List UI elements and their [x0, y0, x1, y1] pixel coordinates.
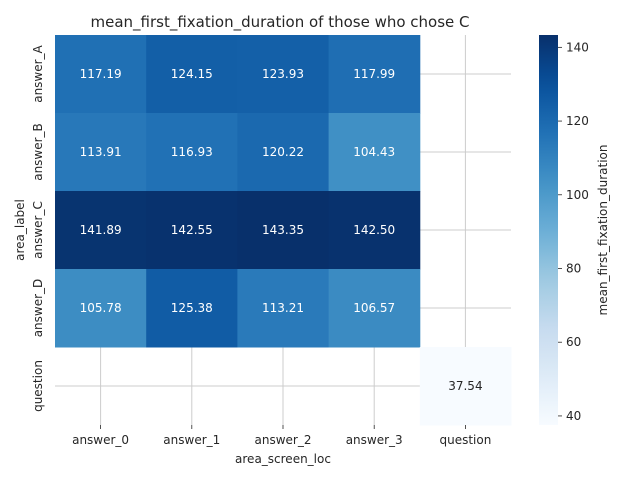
colorbar-ticks: 40 60 80 100 120 140: [558, 40, 589, 423]
x-tick-labels: answer_0 answer_1 answer_2 answer_3 question: [72, 425, 491, 447]
cell-value-label: 37.54: [448, 379, 482, 393]
heatmap-cells: 117.19 124.15 123.93 117.99 113.91 116.93 120.…: [55, 35, 512, 426]
cell-value-label: 125.38: [171, 301, 213, 315]
heatmap-cell: [328, 113, 421, 192]
heatmap-cell: [237, 35, 330, 114]
colorbar-tick-label: 100: [566, 188, 589, 202]
colorbar: [539, 35, 558, 425]
heatmap-cell: [328, 191, 421, 270]
cell-value-label: 141.89: [80, 223, 122, 237]
y-tick-label: answer_C: [31, 201, 45, 259]
heatmap-cell: [328, 35, 421, 114]
heatmap-cell: [237, 269, 330, 348]
cell-value-label: 123.93: [262, 67, 304, 81]
x-tick-label: question: [439, 433, 491, 447]
colorbar-tick-label: 40: [566, 409, 581, 423]
cell-value-label: 104.43: [353, 145, 395, 159]
heatmap-cell: [146, 191, 238, 270]
heatmap-cell: [146, 35, 238, 114]
heatmap-cell: [419, 347, 512, 426]
colorbar-tick-label: 80: [566, 261, 581, 275]
heatmap-cell: [237, 191, 330, 270]
x-tick-label: answer_1: [163, 433, 220, 447]
x-tick-label: answer_2: [255, 433, 312, 447]
x-axis-label: area_screen_loc: [235, 452, 331, 466]
colorbar-tick-label: 140: [566, 40, 589, 54]
y-tick-label: answer_D: [31, 279, 45, 338]
heatmap-cell: [55, 191, 147, 270]
heatmap-cell: [146, 269, 238, 348]
heatmap-cell: [328, 269, 421, 348]
y-tick-label: answer_B: [31, 123, 45, 181]
chart-title: mean_first_fixation_duration of those wh…: [90, 13, 469, 32]
heatmap-cell: [55, 113, 147, 192]
x-tick-label: answer_3: [346, 433, 403, 447]
cell-value-label: 142.50: [353, 223, 395, 237]
cell-value-label: 117.19: [80, 67, 122, 81]
y-tick-label: answer_A: [31, 44, 45, 102]
cell-value-label: 116.93: [171, 145, 213, 159]
y-tick-labels: answer_A answer_B answer_C answer_D question: [31, 44, 45, 411]
heatmap-cell: [55, 269, 147, 348]
y-axis-label: area_label: [13, 199, 27, 261]
heatmap-cell: [237, 113, 330, 192]
colorbar-label: mean_first_fixation_duration: [596, 145, 610, 316]
cell-value-label: 106.57: [353, 301, 395, 315]
cell-value-label: 124.15: [171, 67, 213, 81]
cell-value-label: 120.22: [262, 145, 304, 159]
x-tick-label: answer_0: [72, 433, 129, 447]
colorbar-tick-label: 120: [566, 114, 589, 128]
heatmap-cell: [55, 35, 147, 114]
cell-value-label: 117.99: [353, 67, 395, 81]
heatmap-cell: [146, 113, 238, 192]
cell-value-label: 113.21: [262, 301, 304, 315]
cell-value-label: 113.91: [80, 145, 122, 159]
cell-value-label: 143.35: [262, 223, 304, 237]
y-tick-label: question: [31, 360, 45, 412]
cell-value-label: 142.55: [171, 223, 213, 237]
cell-value-label: 105.78: [80, 301, 122, 315]
colorbar-tick-label: 60: [566, 335, 581, 349]
